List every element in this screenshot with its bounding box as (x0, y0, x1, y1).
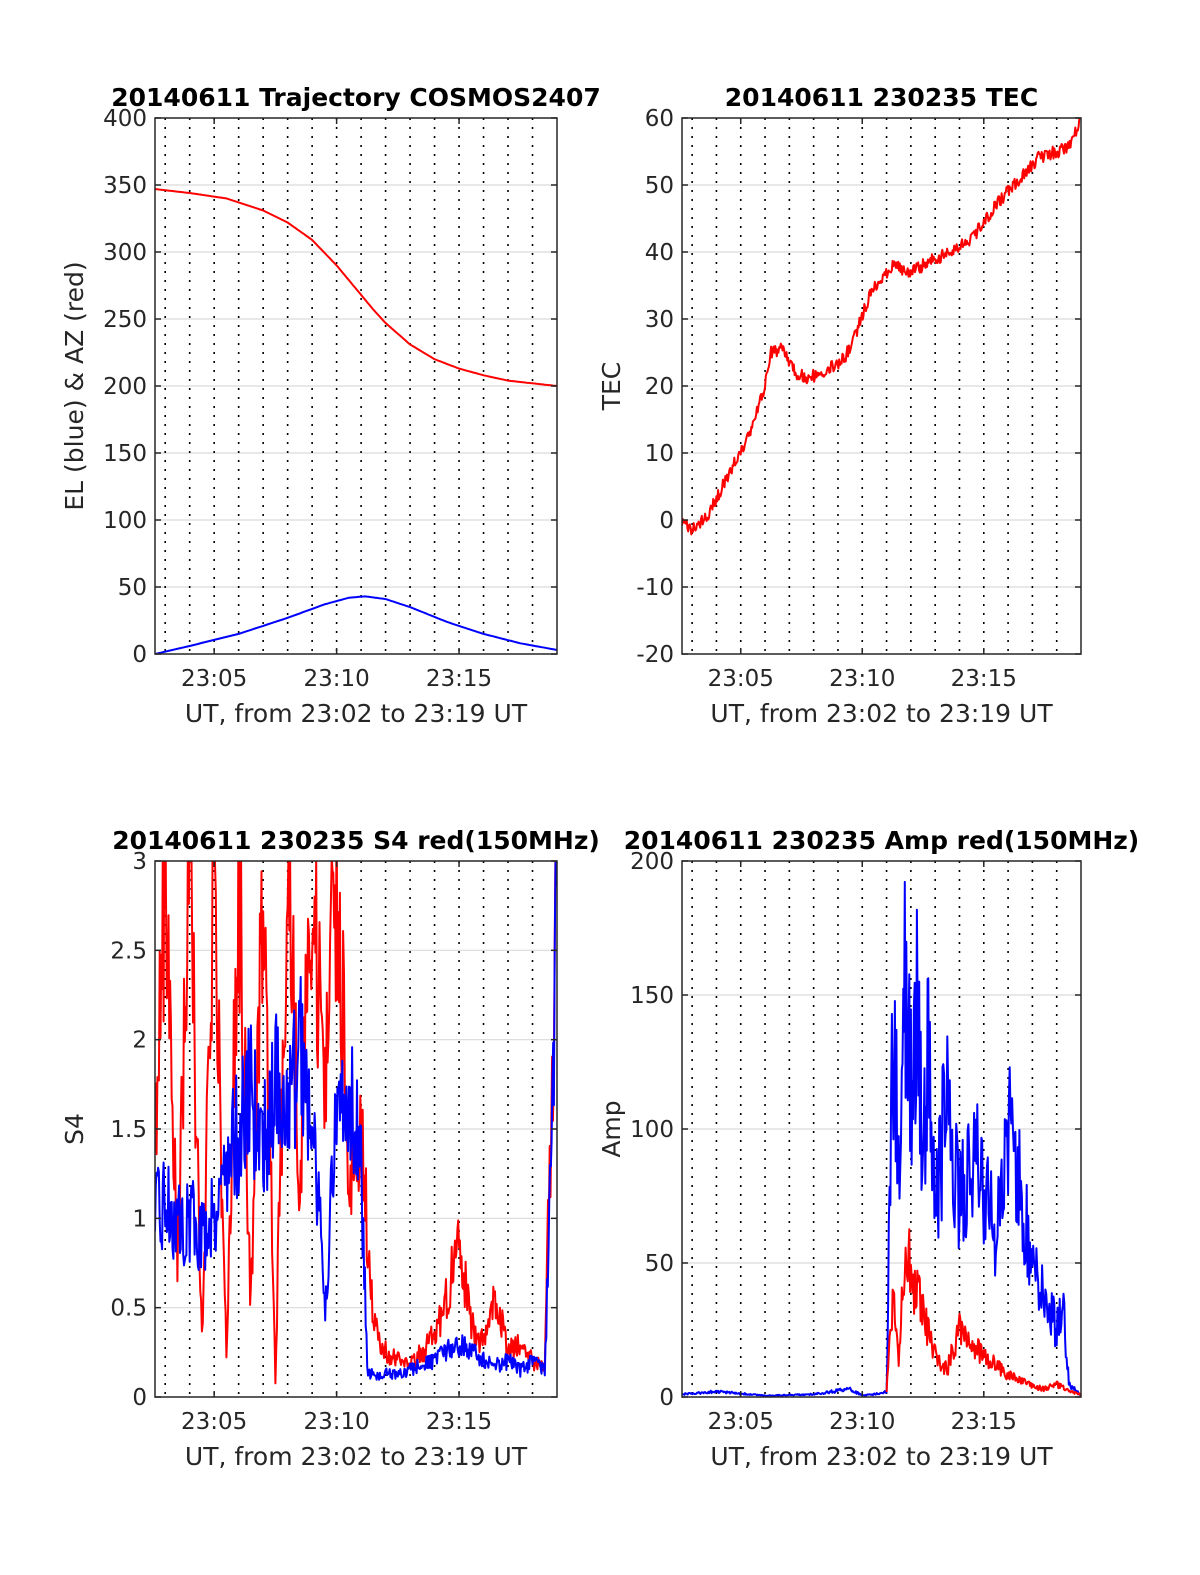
y-tick-label: 100 (630, 1117, 674, 1143)
y-tick-label: 0 (659, 508, 674, 534)
y-tick-label: 100 (103, 508, 147, 534)
y-tick-label: 20 (645, 374, 674, 400)
x-tick-label: 23:10 (829, 1409, 895, 1435)
y-tick-label: 250 (103, 307, 147, 333)
y-tick-label: 2.5 (110, 938, 147, 964)
y-tick-label: 0.5 (110, 1296, 147, 1322)
x-tick-label: 23:15 (426, 1409, 492, 1435)
red-series-line (885, 1228, 1081, 1396)
red-series-line (682, 118, 1081, 536)
x-tick-label: 23:15 (951, 1409, 1017, 1435)
y-tick-label: -20 (636, 642, 674, 668)
chart-title: 20140611 230235 TEC (725, 83, 1038, 112)
y-axis-label: S4 (60, 1113, 89, 1145)
y-tick-label: 0 (132, 642, 147, 668)
y-tick-label: 40 (645, 240, 674, 266)
red-series-line (155, 188, 557, 387)
panel-2: -20 -10 0 10 20 30 40 50 60 23:05 23:10 23:15 201406… (597, 83, 1082, 728)
panel-1: 0 50 100 150 200 250 300 350 400 23:05 23:10 23:15 2… (60, 83, 601, 728)
x-tick-label: 23:10 (303, 666, 369, 692)
y-tick-label: 50 (645, 173, 674, 199)
chart-title: 20140611 230235 Amp red(150MHz) (624, 826, 1140, 855)
panel-4: 0 50 100 150 200 23:05 23:10 23:15 20140611 2302… (597, 826, 1139, 1471)
blue-series-line (682, 880, 1081, 1397)
y-tick-label: 200 (630, 849, 674, 875)
y-tick-label: 2 (132, 1028, 147, 1054)
y-axis-label: TEC (597, 362, 626, 412)
y-tick-label: 50 (118, 575, 147, 601)
x-tick-label: 23:05 (708, 666, 774, 692)
y-tick-label: 1 (132, 1206, 147, 1232)
x-axis-label: UT, from 23:02 to 23:19 UT (185, 1442, 528, 1471)
y-tick-label: 300 (103, 240, 147, 266)
y-tick-label: 0 (659, 1385, 674, 1411)
x-tick-label: 23:15 (426, 666, 492, 692)
y-tick-label: 0 (132, 1385, 147, 1411)
y-tick-label: 3 (132, 849, 147, 875)
y-axis-label: Amp (597, 1100, 626, 1157)
y-tick-label: 350 (103, 173, 147, 199)
chart-title: 20140611 230235 S4 red(150MHz) (112, 826, 600, 855)
x-axis-label: UT, from 23:02 to 23:19 UT (710, 699, 1053, 728)
y-tick-label: 30 (645, 307, 674, 333)
x-axis-label: UT, from 23:02 to 23:19 UT (710, 1442, 1053, 1471)
x-tick-label: 23:10 (829, 666, 895, 692)
x-tick-label: 23:05 (708, 1409, 774, 1435)
y-tick-label: 1.5 (110, 1117, 147, 1143)
y-tick-label: 10 (645, 441, 674, 467)
y-tick-label: 150 (630, 983, 674, 1009)
y-axis-label: EL (blue) & AZ (red) (60, 261, 89, 510)
y-tick-label: 400 (103, 106, 147, 132)
blue-series-line (155, 861, 557, 1381)
x-axis-label: UT, from 23:02 to 23:19 UT (185, 699, 528, 728)
x-tick-label: 23:05 (181, 666, 247, 692)
panel-3: 0 0.5 1 1.5 2 2.5 3 23:05 23:10 23:15 20140611 230… (60, 826, 600, 1471)
y-tick-label: 50 (645, 1251, 674, 1277)
x-tick-label: 23:05 (181, 1409, 247, 1435)
x-tick-label: 23:10 (303, 1409, 369, 1435)
x-tick-label: 23:15 (951, 666, 1017, 692)
y-tick-label: -10 (636, 575, 674, 601)
chart-title: 20140611 Trajectory COSMOS2407 (111, 83, 601, 112)
blue-series-line (155, 595, 557, 654)
y-tick-label: 200 (103, 374, 147, 400)
y-tick-label: 150 (103, 441, 147, 467)
y-tick-label: 60 (645, 106, 674, 132)
